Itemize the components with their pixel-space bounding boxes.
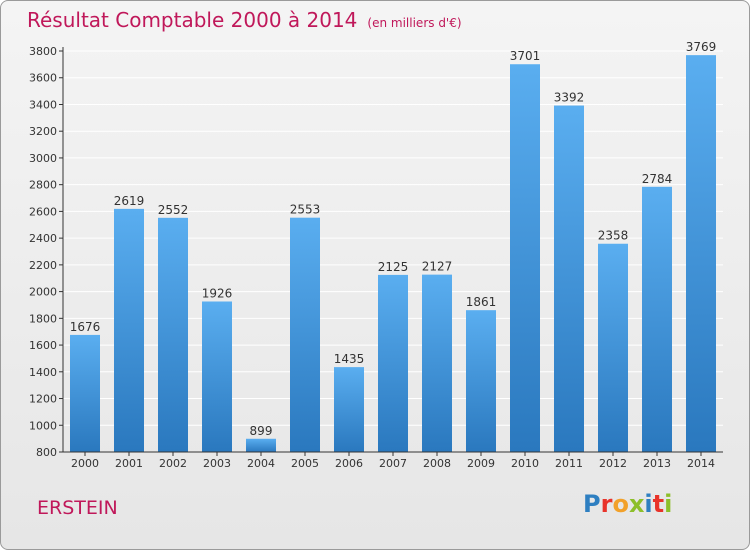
chart-unit: (en milliers d'€) — [367, 16, 462, 30]
y-tick-label: 800 — [36, 446, 57, 459]
town-name: ERSTEIN — [37, 497, 118, 519]
y-tick-label: 2000 — [29, 286, 57, 299]
y-tick-label: 3400 — [29, 98, 57, 111]
logo-letter: P — [583, 490, 601, 518]
x-tick-label: 2003 — [203, 457, 231, 470]
bar-2011 — [554, 105, 584, 452]
proxiti-logo: Proxiti — [583, 490, 672, 518]
x-tick-label: 2004 — [247, 457, 275, 470]
bar-2014 — [686, 55, 716, 452]
data-label: 899 — [250, 424, 273, 438]
x-tick-label: 2005 — [291, 457, 319, 470]
data-label: 3701 — [510, 49, 541, 63]
data-label: 1861 — [466, 295, 497, 309]
bar-2006 — [334, 367, 364, 452]
data-label: 3769 — [686, 40, 717, 54]
y-tick-label: 2600 — [29, 205, 57, 218]
logo-letter: r — [600, 490, 613, 518]
data-label: 1676 — [70, 320, 101, 334]
data-label: 2552 — [158, 203, 189, 217]
data-label: 2619 — [114, 194, 145, 208]
y-tick-label: 3600 — [29, 72, 57, 85]
y-tick-label: 1600 — [29, 339, 57, 352]
logo-letter: t — [652, 490, 665, 518]
data-label: 2358 — [598, 229, 629, 243]
logo-letter: x — [628, 490, 645, 518]
y-tick-label: 2400 — [29, 232, 57, 245]
y-tick-label: 2800 — [29, 179, 57, 192]
bar-2001 — [114, 208, 144, 452]
y-tick-label: 1400 — [29, 366, 57, 379]
y-tick-label: 3800 — [29, 45, 57, 58]
data-label: 2553 — [290, 203, 321, 217]
axes — [59, 47, 723, 456]
x-tick-label: 2009 — [467, 457, 495, 470]
chart-title: Résultat Comptable 2000 à 2014 (en millie… — [27, 8, 462, 32]
x-tick-label: 2010 — [511, 457, 539, 470]
bar-2005 — [290, 217, 320, 452]
bar-2004 — [246, 438, 276, 452]
bar-2000 — [70, 334, 100, 452]
data-label: 2784 — [642, 172, 673, 186]
logo-letter: i — [664, 490, 673, 518]
data-label: 2125 — [378, 260, 409, 274]
bar-2013 — [642, 186, 672, 452]
y-tick-label: 2200 — [29, 259, 57, 272]
x-tick-label: 2001 — [115, 457, 143, 470]
data-label: 1435 — [334, 352, 365, 366]
y-tick-label: 3000 — [29, 152, 57, 165]
bar-2003 — [202, 301, 232, 452]
x-tick-label: 2000 — [71, 457, 99, 470]
logo-letter: o — [612, 490, 629, 518]
data-label: 3392 — [554, 91, 585, 105]
x-tick-label: 2014 — [687, 457, 715, 470]
bar-2002 — [158, 217, 188, 452]
y-tick-label: 1000 — [29, 419, 57, 432]
data-label: 2127 — [422, 260, 453, 274]
bars — [70, 55, 716, 452]
bar-2008 — [422, 274, 452, 452]
x-tick-label: 2011 — [555, 457, 583, 470]
x-tick-label: 2006 — [335, 457, 363, 470]
x-tick-label: 2007 — [379, 457, 407, 470]
x-tick-label: 2013 — [643, 457, 671, 470]
bar-2010 — [510, 64, 540, 452]
y-tick-label: 1800 — [29, 312, 57, 325]
bar-2009 — [466, 310, 496, 452]
chart-title-text: Résultat Comptable 2000 à 2014 — [27, 8, 358, 32]
x-tick-label: 2002 — [159, 457, 187, 470]
y-tick-label: 3200 — [29, 125, 57, 138]
logo-letter: i — [644, 490, 653, 518]
labels: 800 1000 1200 1400 1600 1800 2000 2200 2400 2600 2… — [29, 40, 716, 470]
x-tick-label: 2008 — [423, 457, 451, 470]
bar-2007 — [378, 274, 408, 452]
data-label: 1926 — [202, 286, 233, 300]
y-tick-label: 1200 — [29, 393, 57, 406]
bar-2012 — [598, 243, 628, 452]
x-tick-label: 2012 — [599, 457, 627, 470]
